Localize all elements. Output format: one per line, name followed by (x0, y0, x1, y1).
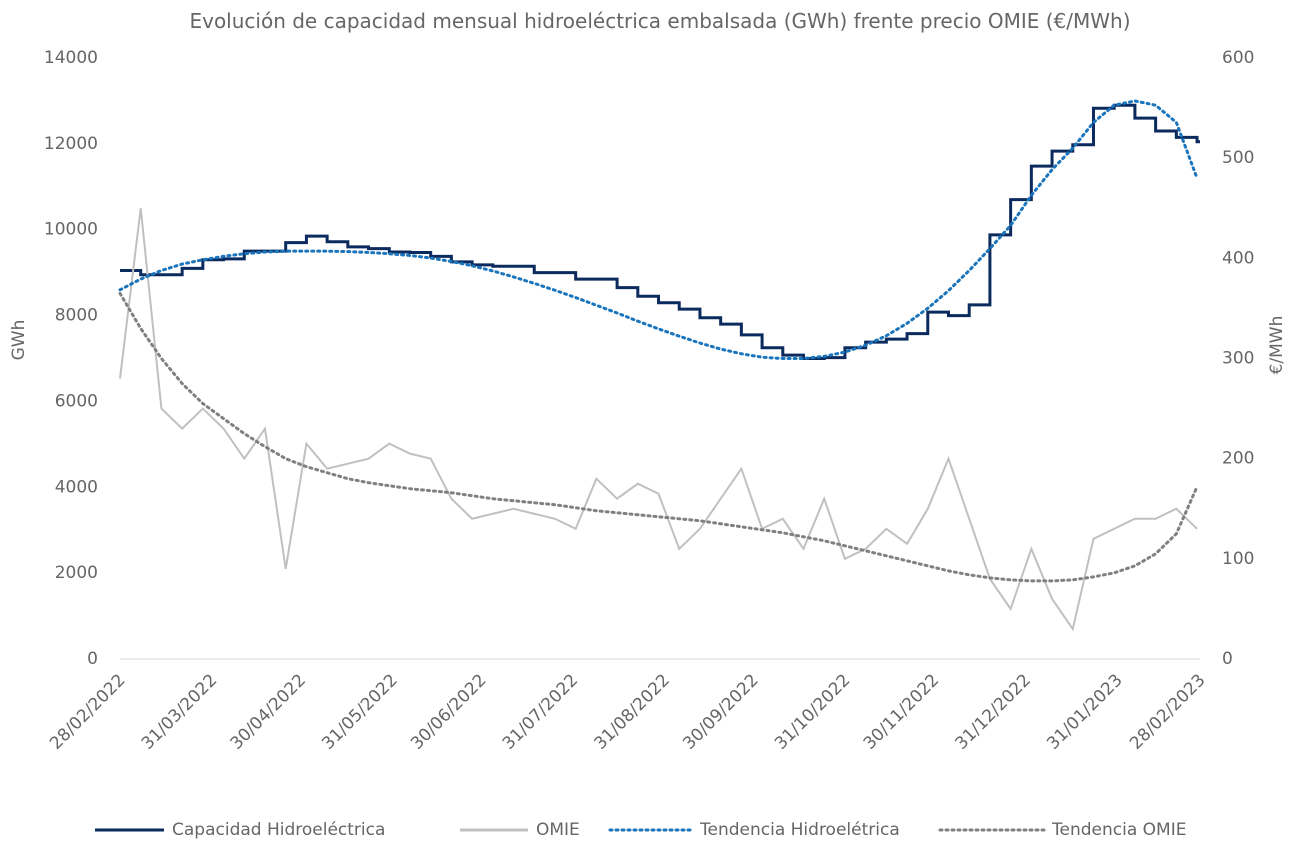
legend-label: Tendencia OMIE (1051, 820, 1186, 840)
legend-label: OMIE (536, 820, 580, 840)
x-tick-label: 30/04/2022 (227, 670, 310, 753)
y2-tick-label: 500 (1222, 148, 1254, 168)
series-line (119, 208, 1198, 632)
x-tick-label: 28/02/2022 (46, 670, 129, 753)
x-tick-label: 31/10/2022 (771, 670, 854, 753)
y2-tick-label: 300 (1222, 349, 1254, 369)
x-tick-label: 30/11/2022 (860, 670, 943, 753)
y-tick-label: 8000 (55, 306, 98, 326)
y-axis-label: GWh (9, 320, 29, 361)
y-tick-label: 14000 (44, 48, 98, 68)
x-tick-label: 30/06/2022 (407, 670, 490, 753)
y2-tick-label: 100 (1222, 549, 1254, 569)
series-line (120, 103, 1200, 360)
y2-tick-label: 0 (1222, 649, 1233, 669)
x-tick-label: 30/09/2022 (679, 670, 762, 753)
y-tick-label: 4000 (55, 477, 98, 497)
legend-label: Tendencia Hidroelétrica (699, 820, 900, 840)
y2-axis-label: €/MWh (1267, 316, 1287, 375)
y-tick-label: 0 (87, 649, 98, 669)
x-tick-label: 31/07/2022 (499, 670, 582, 753)
series-line (118, 291, 1199, 583)
x-tick-label: 28/02/2023 (1126, 670, 1209, 753)
series-line (118, 99, 1199, 360)
x-tick-label: 31/01/2023 (1043, 670, 1126, 753)
y-tick-label: 12000 (44, 134, 98, 154)
x-tick-label: 31/03/2022 (138, 670, 221, 753)
y-tick-label: 2000 (55, 563, 98, 583)
y-tick-label: 10000 (44, 220, 98, 240)
y-tick-label: 6000 (55, 391, 98, 411)
chart-title: Evolución de capacidad mensual hidroeléc… (189, 9, 1131, 33)
y2-tick-label: 600 (1222, 48, 1254, 68)
x-tick-label: 31/08/2022 (591, 670, 674, 753)
y2-tick-label: 200 (1222, 449, 1254, 469)
legend-label: Capacidad Hidroeléctrica (172, 820, 385, 840)
y2-tick-label: 400 (1222, 248, 1254, 268)
x-tick-label: 31/12/2022 (952, 670, 1035, 753)
x-tick-label: 31/05/2022 (318, 670, 401, 753)
